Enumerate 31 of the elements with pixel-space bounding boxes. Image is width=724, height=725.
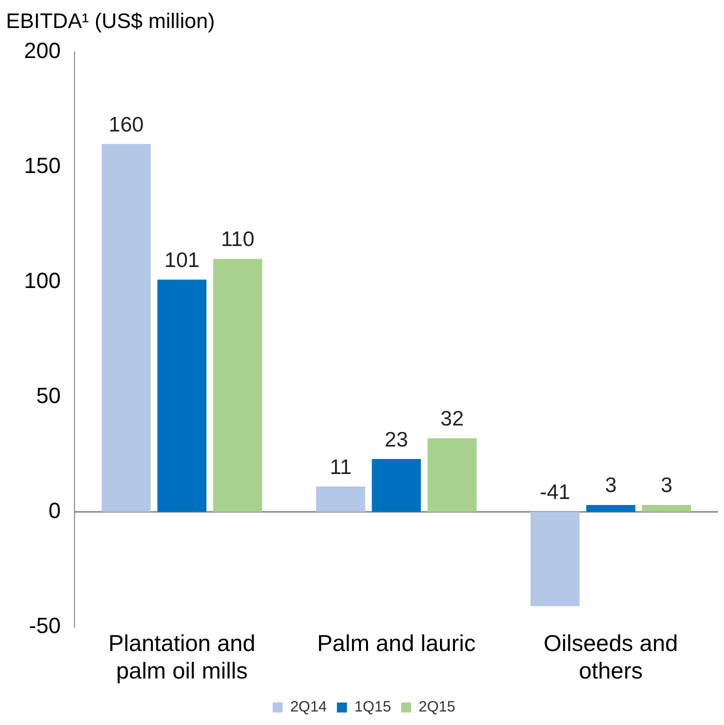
x-tick-label: Oilseeds and others <box>544 630 678 684</box>
data-label: 11 <box>330 456 352 479</box>
x-tick-label: Plantation and palm oil mills <box>108 630 256 684</box>
data-label: 32 <box>440 408 464 431</box>
data-label: 23 <box>384 428 408 452</box>
bar <box>157 280 206 512</box>
legend-label: 2Q14 <box>290 698 327 716</box>
bar <box>213 258 262 512</box>
y-tick-label: 150 <box>24 153 61 178</box>
data-label: 160 <box>108 113 144 136</box>
data-label: 3 <box>604 474 617 498</box>
bar <box>102 144 151 512</box>
data-label: -41 <box>540 481 570 504</box>
legend-label: 1Q15 <box>354 698 392 716</box>
bar <box>586 504 636 512</box>
y-tick-label: 100 <box>24 268 61 293</box>
bar <box>642 504 692 512</box>
y-tick-label: -50 <box>28 612 61 638</box>
y-tick-label: 50 <box>36 382 61 408</box>
y-axis-title: EBITDA¹ (US$ million) <box>6 10 215 34</box>
legend-label: 2Q15 <box>418 698 456 716</box>
y-tick-label: 0 <box>48 498 61 523</box>
x-tick-label: Palm and lauric <box>317 630 476 656</box>
data-label: 110 <box>220 228 254 252</box>
data-label: 3 <box>660 474 672 498</box>
bar <box>530 512 580 606</box>
bar <box>428 438 477 512</box>
y-tick-label: 200 <box>24 38 61 64</box>
data-label: 101 <box>164 248 200 272</box>
bar <box>316 486 366 512</box>
bar <box>372 458 421 512</box>
